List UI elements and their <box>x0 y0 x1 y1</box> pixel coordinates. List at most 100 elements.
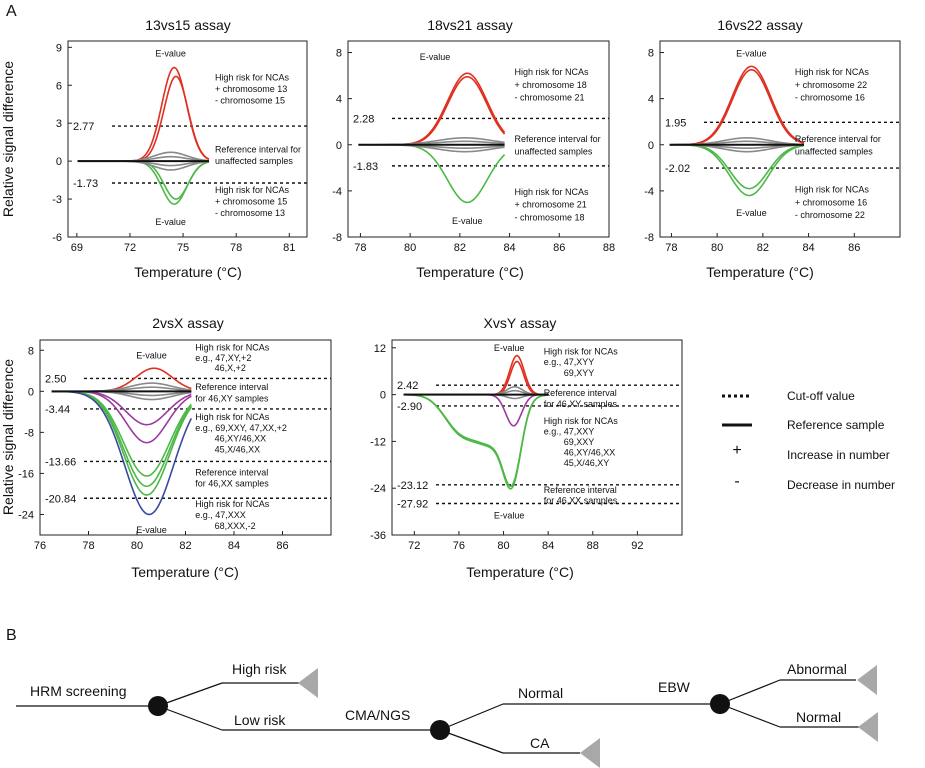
y-axis-label: Relative signal difference <box>0 61 16 217</box>
x-tick-label: 88 <box>603 242 615 254</box>
x-tick-label: 69 <box>71 242 83 254</box>
x-tick-label: 76 <box>34 540 46 552</box>
label-high-risk: High risk <box>232 661 287 677</box>
x-tick-label: 78 <box>665 242 677 254</box>
annotation: High risk for NCAs <box>215 185 290 195</box>
series-curve <box>403 393 549 490</box>
annotation: - chromosome 22 <box>795 210 865 220</box>
annotation: + chromosome 18 <box>515 80 587 90</box>
terminal-ca <box>580 738 600 768</box>
cutoff-label: -1.83 <box>353 161 378 173</box>
cutoff-label: 2.42 <box>397 380 418 392</box>
panel-a-label: A <box>6 3 17 20</box>
annotation: - chromosome 21 <box>515 92 585 102</box>
label-cma-ngs: CMA/NGS <box>345 707 410 723</box>
annotation: High risk for NCAs <box>195 412 270 422</box>
y-tick-label: -24 <box>370 483 386 495</box>
flow-edges <box>16 679 878 754</box>
annotation: E-value <box>155 49 186 59</box>
annotation: Reference interval <box>195 382 268 392</box>
y-tick-label: -4 <box>332 186 342 198</box>
plot-frame <box>391 339 683 536</box>
chart-title: 16vs22 assay <box>717 17 803 33</box>
y-tick-label: -12 <box>370 436 386 448</box>
plot-frame <box>347 40 610 238</box>
edge-ca-branch <box>439 729 504 754</box>
series-curve <box>403 393 549 488</box>
legend-label-reference: Reference sample <box>787 418 885 432</box>
cutoff-label: -20.84 <box>45 493 76 505</box>
x-axis-label: Temperature (°C) <box>466 564 574 580</box>
chart-XvsY: XvsY assay Temperature (°C) 72 76 80 84 88 92… <box>370 315 683 580</box>
y-tick-label: -36 <box>370 530 386 542</box>
x-tick-label: 92 <box>631 540 643 552</box>
label-ca: CA <box>530 735 550 751</box>
y-tick-label: 0 <box>336 140 342 152</box>
annotation: E-value <box>494 343 525 353</box>
label-normal: Normal <box>518 685 563 701</box>
annotation: 46,X,+2 <box>215 363 246 373</box>
decision-node-ebw <box>710 694 730 714</box>
terminal-high-risk <box>298 668 318 698</box>
terminal-abnormal <box>857 665 877 695</box>
chart-18vs21: 18vs21 assay Temperature (°C) 78 80 82 84 86… <box>332 17 615 280</box>
y-tick-label: -16 <box>18 468 34 480</box>
annotation: 46,XY/46,XX <box>215 434 267 444</box>
decision-flowchart: HRM screening High risk Low risk CMA/NGS… <box>16 661 878 768</box>
cutoff-label: -13.66 <box>45 456 76 468</box>
x-tick-label: 82 <box>757 242 769 254</box>
cutoff-label: -3.44 <box>45 404 70 416</box>
annotation: 69,XYY <box>564 368 595 378</box>
chart-title: 2vsX assay <box>152 315 224 331</box>
terminal-normal <box>858 712 878 742</box>
x-tick-label: 78 <box>82 540 94 552</box>
edge-low-risk-branch <box>157 705 223 731</box>
annotation: 45,X/46,XY <box>564 458 610 468</box>
y-tick-label: 0 <box>28 386 34 398</box>
annotation: e.g., 47,XY,+2 <box>195 353 251 363</box>
annotation: + chromosome 13 <box>215 84 287 94</box>
annotation: High risk for NCAs <box>795 67 870 77</box>
x-tick-label: 86 <box>553 242 565 254</box>
cutoff-label: 2.77 <box>73 121 94 133</box>
annotation: Reference interval <box>544 485 617 495</box>
annotation: + chromosome 22 <box>795 80 867 90</box>
plot-frame <box>659 40 901 238</box>
annotation: for 46,XX samples <box>544 496 618 506</box>
annotation: unaffected samples <box>795 147 873 157</box>
x-tick-label: 78 <box>354 242 366 254</box>
annotation: E-value <box>736 49 767 59</box>
annotation: E-value <box>452 216 483 226</box>
chart-title: 13vs15 assay <box>145 17 231 33</box>
x-tick-label: 82 <box>179 540 191 552</box>
annotation: 45,X/46,XX <box>215 444 261 454</box>
annotation: - chromosome 18 <box>515 212 585 222</box>
y-tick-label: 4 <box>336 94 342 106</box>
annotation: Reference interval for <box>795 134 881 144</box>
series-curve <box>669 65 805 146</box>
annotation: 68,XXX,-2 <box>215 521 256 531</box>
label-low-risk: Low risk <box>234 712 286 728</box>
x-axis-label: Temperature (°C) <box>134 264 242 280</box>
cutoff-label: 2.50 <box>45 373 66 385</box>
chart-title: 18vs21 assay <box>427 17 513 33</box>
cutoff-label: -2.90 <box>397 401 422 413</box>
plot-frame <box>39 339 332 536</box>
annotation: - chromosome 15 <box>215 95 285 105</box>
y-tick-label: 9 <box>56 42 62 54</box>
cutoff-label: -2.02 <box>665 163 690 175</box>
x-tick-label: 82 <box>454 242 466 254</box>
annotation: for 46,XX samples <box>195 479 269 489</box>
annotation: 46,XY/46,XX <box>564 448 616 458</box>
annotation: unaffected samples <box>215 156 293 166</box>
annotation: for 46,XY samples <box>544 399 618 409</box>
y-tick-label: 8 <box>28 345 34 357</box>
annotation: + chromosome 15 <box>215 197 287 207</box>
y-tick-label: -8 <box>332 232 342 244</box>
x-axis-label: Temperature (°C) <box>416 264 524 280</box>
annotation: High risk for NCAs <box>544 416 619 426</box>
annotation: High risk for NCAs <box>515 67 590 77</box>
annotation: High risk for NCAs <box>795 185 870 195</box>
y-tick-label: -4 <box>644 186 654 198</box>
x-tick-label: 84 <box>503 242 515 254</box>
